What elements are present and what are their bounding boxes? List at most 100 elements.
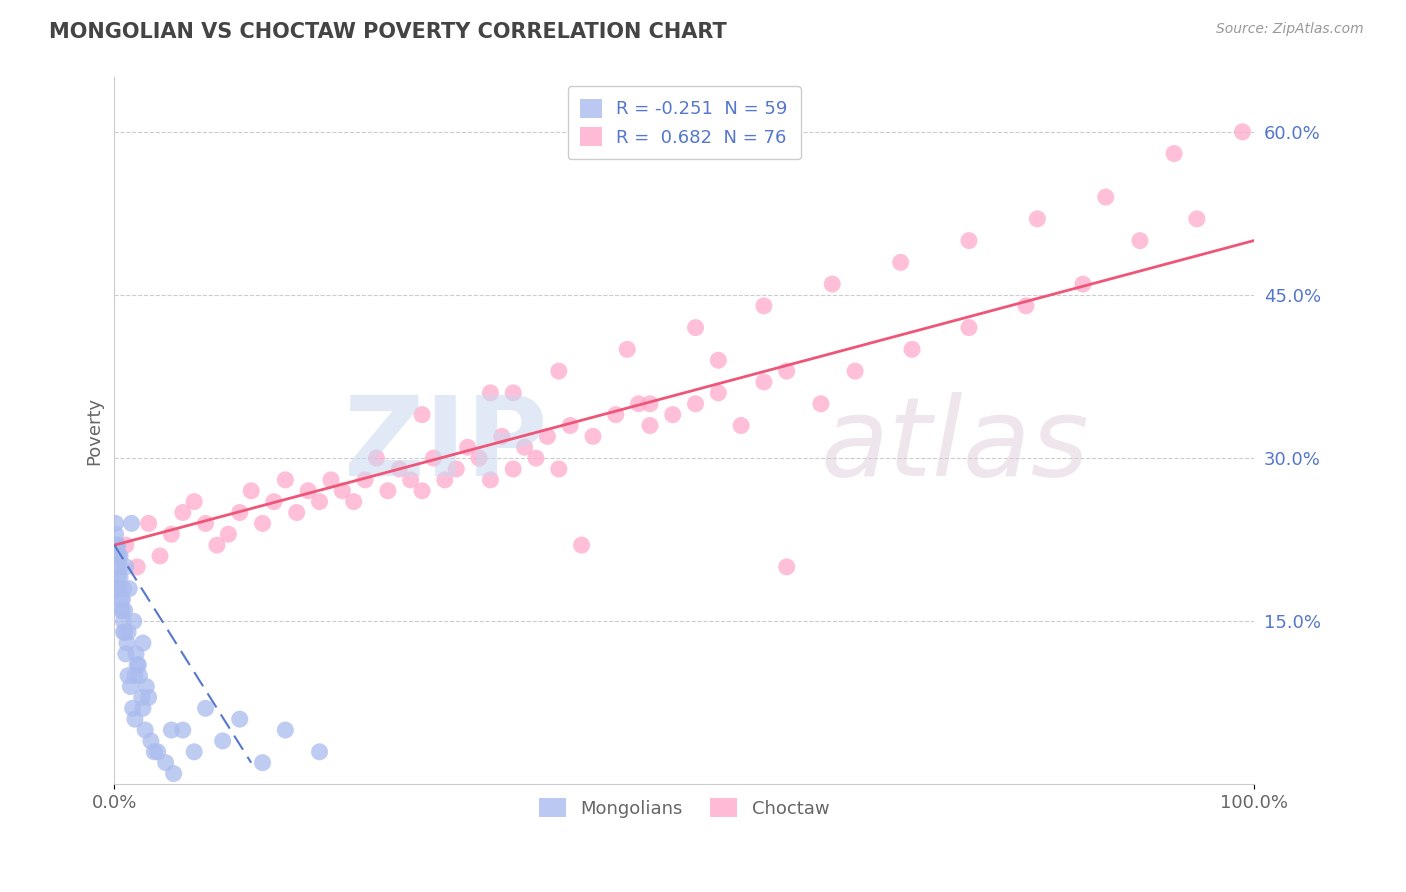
Point — [122, 614, 145, 628]
Text: atlas: atlas — [821, 392, 1090, 499]
Point — [110, 592, 132, 607]
Point — [524, 451, 547, 466]
Point — [132, 636, 155, 650]
Point — [707, 353, 730, 368]
Point — [810, 397, 832, 411]
Point — [399, 473, 422, 487]
Point — [160, 723, 183, 737]
Point — [605, 408, 627, 422]
Point — [957, 234, 980, 248]
Point — [1163, 146, 1185, 161]
Point — [183, 494, 205, 508]
Point — [139, 734, 162, 748]
Point — [114, 560, 136, 574]
Point — [121, 701, 143, 715]
Point — [124, 712, 146, 726]
Point — [163, 766, 186, 780]
Point — [143, 745, 166, 759]
Point — [627, 397, 650, 411]
Point — [752, 299, 775, 313]
Point — [457, 440, 479, 454]
Point — [308, 494, 330, 508]
Point — [104, 527, 127, 541]
Point — [107, 538, 129, 552]
Point — [114, 625, 136, 640]
Point — [411, 408, 433, 422]
Point — [638, 397, 661, 411]
Legend: Mongolians, Choctaw: Mongolians, Choctaw — [531, 791, 837, 825]
Point — [183, 745, 205, 759]
Text: Source: ZipAtlas.com: Source: ZipAtlas.com — [1216, 22, 1364, 37]
Point — [104, 538, 127, 552]
Point — [121, 516, 143, 531]
Point — [114, 647, 136, 661]
Point — [124, 668, 146, 682]
Point — [135, 680, 157, 694]
Point — [205, 538, 228, 552]
Point — [491, 429, 513, 443]
Point — [252, 756, 274, 770]
Point — [172, 506, 194, 520]
Point — [217, 527, 239, 541]
Point — [138, 516, 160, 531]
Point — [125, 647, 148, 661]
Point — [285, 506, 308, 520]
Point — [571, 538, 593, 552]
Point — [274, 473, 297, 487]
Point — [105, 549, 128, 563]
Point — [112, 614, 135, 628]
Point — [108, 582, 131, 596]
Point — [319, 473, 342, 487]
Point — [128, 668, 150, 682]
Text: MONGOLIAN VS CHOCTAW POVERTY CORRELATION CHART: MONGOLIAN VS CHOCTAW POVERTY CORRELATION… — [49, 22, 727, 42]
Point — [115, 636, 138, 650]
Point — [776, 364, 799, 378]
Point — [146, 745, 169, 759]
Point — [127, 657, 149, 672]
Point — [308, 745, 330, 759]
Point — [1232, 125, 1254, 139]
Point — [890, 255, 912, 269]
Point — [108, 571, 131, 585]
Point — [422, 451, 444, 466]
Point — [752, 375, 775, 389]
Point — [638, 418, 661, 433]
Point — [172, 723, 194, 737]
Point — [112, 582, 135, 596]
Point — [138, 690, 160, 705]
Point — [120, 680, 142, 694]
Point — [104, 516, 127, 531]
Point — [105, 560, 128, 574]
Point — [252, 516, 274, 531]
Point — [274, 723, 297, 737]
Point — [776, 560, 799, 574]
Point — [582, 429, 605, 443]
Point — [513, 440, 536, 454]
Point — [131, 690, 153, 705]
Point — [297, 483, 319, 498]
Point — [821, 277, 844, 291]
Point — [536, 429, 558, 443]
Point — [105, 538, 128, 552]
Point — [1026, 211, 1049, 226]
Point — [111, 603, 134, 617]
Point — [111, 592, 134, 607]
Point — [132, 701, 155, 715]
Point — [1185, 211, 1208, 226]
Point — [155, 756, 177, 770]
Point — [117, 668, 139, 682]
Point — [117, 625, 139, 640]
Point — [127, 560, 149, 574]
Point — [377, 483, 399, 498]
Point — [1129, 234, 1152, 248]
Point — [479, 385, 502, 400]
Point — [685, 320, 707, 334]
Point — [134, 723, 156, 737]
Point — [240, 483, 263, 498]
Point — [547, 364, 569, 378]
Point — [707, 385, 730, 400]
Point — [194, 701, 217, 715]
Point — [502, 385, 524, 400]
Point — [661, 408, 683, 422]
Point — [112, 625, 135, 640]
